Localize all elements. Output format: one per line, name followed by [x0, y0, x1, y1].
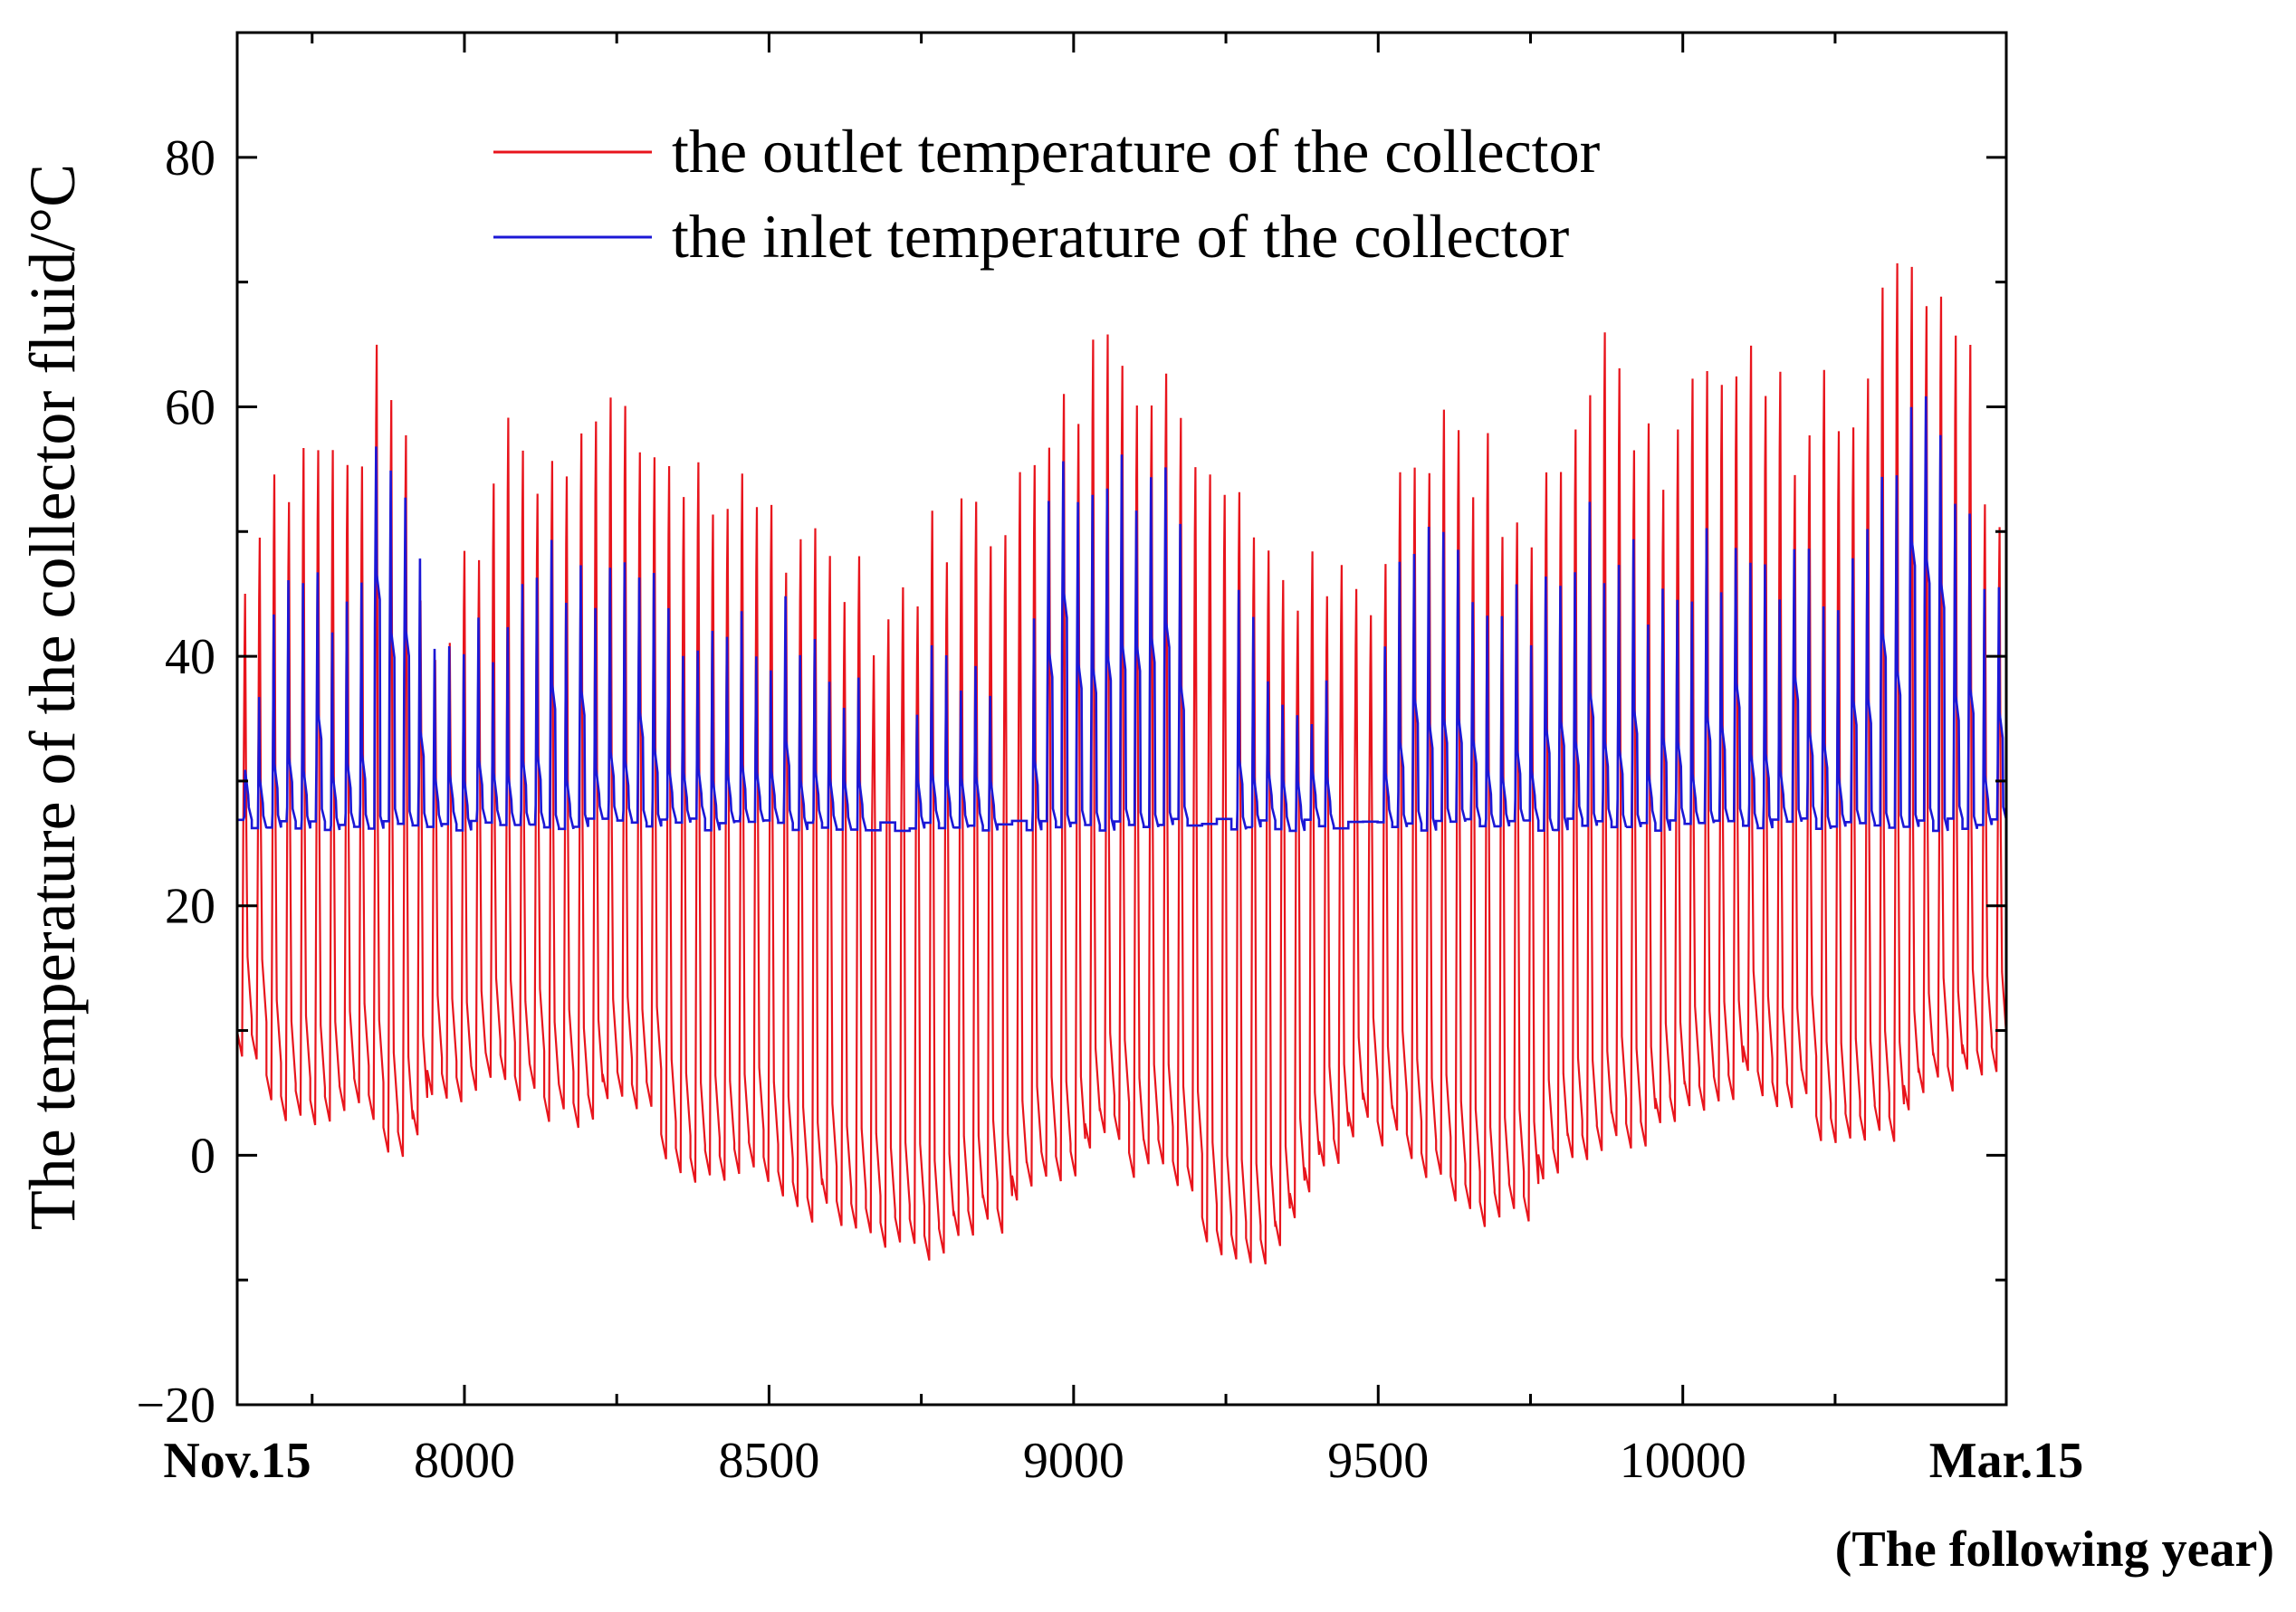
y-tick-label: 40: [165, 629, 215, 685]
x-tick-label: Mar.15: [1929, 1433, 2084, 1489]
x-axis-end-note: (The following year): [1835, 1521, 2274, 1578]
legend-label-outlet: the outlet temperature of the collector: [672, 117, 1601, 186]
legend: the outlet temperature of the collector t…: [493, 117, 1601, 271]
y-axis-label: The temperature of the collector fluid/°…: [16, 164, 89, 1230]
legend-label-inlet: the inlet temperature of the collector: [672, 202, 1570, 271]
plot-frame: [235, 31, 2008, 1407]
x-tick-label: Nov.15: [163, 1433, 311, 1489]
ticks: −20 0 20 40 60 80 Nov.15 8000 8500 9000 9500 10000 M…: [136, 31, 2084, 1489]
x-tick-label: 10000: [1620, 1433, 1746, 1489]
plot-area: [237, 262, 2006, 1265]
x-tick-label: 9000: [1023, 1433, 1124, 1489]
series-inlet-line: [237, 396, 2006, 833]
y-tick-label: −20: [136, 1378, 215, 1434]
y-tick-label: 0: [190, 1128, 215, 1184]
x-tick-label: 8500: [718, 1433, 819, 1489]
x-tick-label: 8000: [414, 1433, 515, 1489]
y-tick-label: 80: [165, 130, 215, 186]
axes: [235, 31, 2008, 1407]
x-tick-label: 9500: [1327, 1433, 1429, 1489]
y-tick-label: 20: [165, 879, 215, 935]
y-tick-label: 60: [165, 379, 215, 435]
